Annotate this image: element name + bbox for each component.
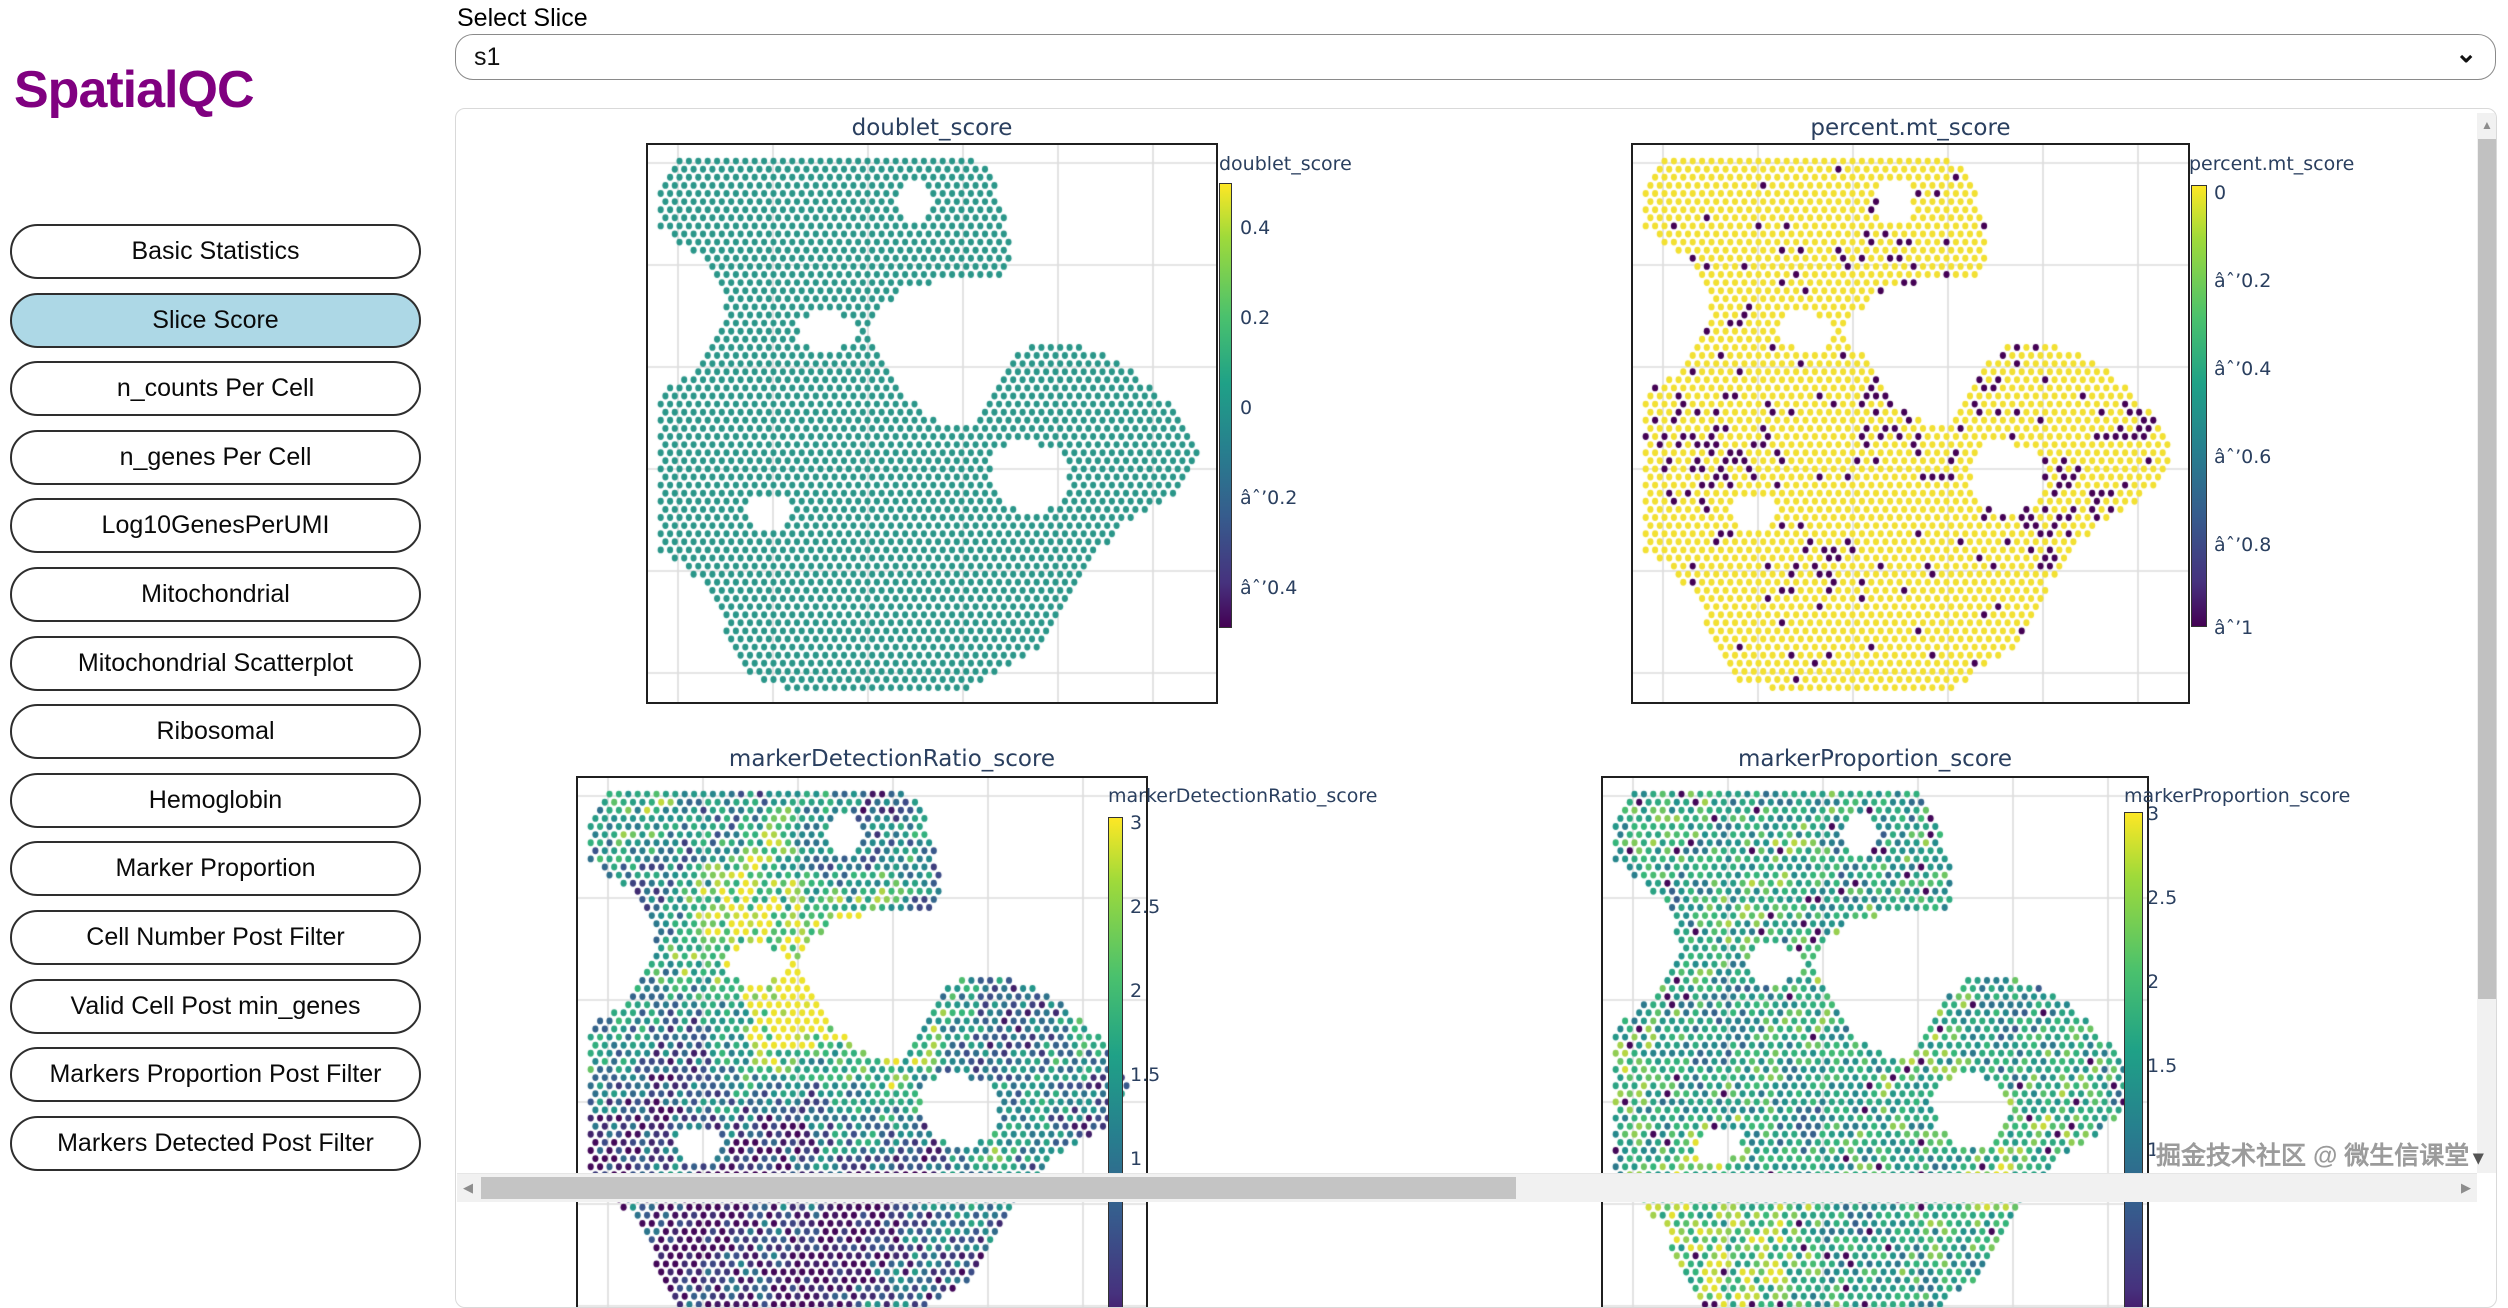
vertical-scrollbar[interactable]: ▲ bbox=[2477, 113, 2496, 1173]
sidebar-item-valid-cell-post-min-genes[interactable]: Valid Cell Post min_genes bbox=[10, 979, 421, 1034]
horizontal-scrollbar[interactable]: ◀ ▶ bbox=[457, 1173, 2477, 1202]
sidebar-item-log10genesperumi[interactable]: Log10GenesPerUMI bbox=[10, 498, 421, 553]
colorbar-tick-label: 3 bbox=[2147, 803, 2160, 825]
scroll-up-arrow-icon[interactable]: ▲ bbox=[2481, 118, 2493, 132]
plot-title-percent-mt-score: percent.mt_score bbox=[1810, 115, 2011, 141]
vertical-scrollbar-thumb[interactable] bbox=[2478, 139, 2496, 999]
colorbar-tick-label: 2.5 bbox=[2147, 887, 2178, 909]
colorbar-tick-label: 1 bbox=[2147, 1139, 2160, 1161]
colorbar-tick-label: 2.5 bbox=[1130, 896, 1161, 918]
plot-title-doublet-score: doublet_score bbox=[851, 115, 1013, 141]
colorbar-tick-label: 1 bbox=[1130, 1148, 1143, 1170]
colorbar-gradient-marker-proportion bbox=[2124, 812, 2143, 1307]
sidebar-item-markers-proportion-post-filter[interactable]: Markers Proportion Post Filter bbox=[10, 1047, 421, 1102]
colorbar-label-marker-detection: markerDetectionRatio_score bbox=[1108, 785, 1378, 807]
colorbar-label-percent-mt: percent.mt_score bbox=[2189, 153, 2355, 175]
sidebar-item-mitochondrial[interactable]: Mitochondrial bbox=[10, 567, 421, 622]
main-content-panel: doublet_score doublet_score percent.mt_s… bbox=[455, 108, 2497, 1308]
spatial-scatter-canvas-percent-mt bbox=[1633, 145, 2188, 702]
plot-percent-mt-score bbox=[1631, 143, 2190, 704]
spatial-scatter-canvas-marker-proportion bbox=[1603, 778, 2147, 1307]
colorbar-tick-label: 3 bbox=[1130, 812, 1143, 834]
watermark-text: 掘金技术社区 @ 微生信课堂 bbox=[2156, 1142, 2470, 1170]
sidebar-item-markers-detected-post-filter[interactable]: Markers Detected Post Filter bbox=[10, 1116, 421, 1171]
spatial-scatter-canvas-doublet bbox=[648, 145, 1216, 702]
sidebar-item-n-genes-per-cell[interactable]: n_genes Per Cell bbox=[10, 430, 421, 485]
watermark-dropdown-icon[interactable]: ▾ bbox=[2473, 1147, 2484, 1169]
spatial-scatter-canvas-marker-detection bbox=[578, 778, 1146, 1307]
colorbar-tick-label: 1.5 bbox=[2147, 1055, 2178, 1077]
colorbar-gradient-doublet bbox=[1219, 183, 1232, 628]
sidebar-item-mitochondrial-scatterplot[interactable]: Mitochondrial Scatterplot bbox=[10, 636, 421, 691]
plot-title-marker-detection-ratio: markerDetectionRatio_score bbox=[728, 746, 1056, 772]
plot-title-marker-proportion: markerProportion_score bbox=[1737, 746, 2013, 772]
colorbar-tick-label: 0 bbox=[1240, 397, 1253, 419]
colorbar-tick-label: 0 bbox=[2214, 182, 2227, 204]
slice-select-dropdown[interactable]: s1 ⌄ bbox=[455, 34, 2496, 80]
chevron-down-icon: ⌄ bbox=[2455, 38, 2477, 68]
colorbar-tick-label: âˆ’0.4 bbox=[1240, 577, 1298, 599]
scroll-left-arrow-icon[interactable]: ◀ bbox=[463, 1180, 473, 1195]
app-logo: SpatialQC bbox=[14, 61, 254, 119]
plot-doublet-score bbox=[646, 143, 1218, 704]
colorbar-tick-label: âˆ’0.2 bbox=[1240, 487, 1298, 509]
slice-select-label: Select Slice bbox=[457, 4, 588, 32]
colorbar-tick-label: 2 bbox=[2147, 971, 2160, 993]
colorbar-tick-label: âˆ’0.2 bbox=[2214, 270, 2272, 292]
sidebar-item-n-counts-per-cell[interactable]: n_counts Per Cell bbox=[10, 361, 421, 416]
plot-marker-proportion bbox=[1601, 776, 2149, 1307]
sidebar-item-cell-number-post-filter[interactable]: Cell Number Post Filter bbox=[10, 910, 421, 965]
colorbar-gradient-marker-detection bbox=[1108, 817, 1123, 1307]
colorbar-gradient-percent-mt bbox=[2191, 185, 2207, 627]
colorbar-tick-label: âˆ’0.6 bbox=[2214, 446, 2272, 468]
sidebar-item-slice-score[interactable]: Slice Score bbox=[10, 293, 421, 348]
colorbar-tick-label: 2 bbox=[1130, 980, 1143, 1002]
sidebar-item-hemoglobin[interactable]: Hemoglobin bbox=[10, 773, 421, 828]
colorbar-tick-label: 0.2 bbox=[1240, 307, 1271, 329]
colorbar-tick-label: âˆ’0.4 bbox=[2214, 358, 2272, 380]
colorbar-label-marker-proportion: markerProportion_score bbox=[2124, 785, 2351, 807]
colorbar-tick-label: âˆ’0.8 bbox=[2214, 534, 2272, 556]
horizontal-scrollbar-thumb[interactable] bbox=[481, 1177, 1516, 1199]
colorbar-tick-label: 0.4 bbox=[1240, 217, 1271, 239]
watermark: 掘金技术社区 @ 微生信课堂 ▾ bbox=[2156, 1136, 2483, 1172]
sidebar-item-ribosomal[interactable]: Ribosomal bbox=[10, 704, 421, 759]
slice-select-value: s1 bbox=[474, 42, 501, 71]
colorbar-tick-label: 1.5 bbox=[1130, 1064, 1161, 1086]
colorbar-label-doublet: doublet_score bbox=[1219, 153, 1352, 175]
sidebar-item-marker-proportion[interactable]: Marker Proportion bbox=[10, 841, 421, 896]
colorbar-tick-label: âˆ’1 bbox=[2214, 617, 2254, 639]
scroll-right-arrow-icon[interactable]: ▶ bbox=[2461, 1180, 2471, 1195]
sidebar-item-basic-statistics[interactable]: Basic Statistics bbox=[10, 224, 421, 279]
plot-marker-detection-ratio bbox=[576, 776, 1148, 1307]
